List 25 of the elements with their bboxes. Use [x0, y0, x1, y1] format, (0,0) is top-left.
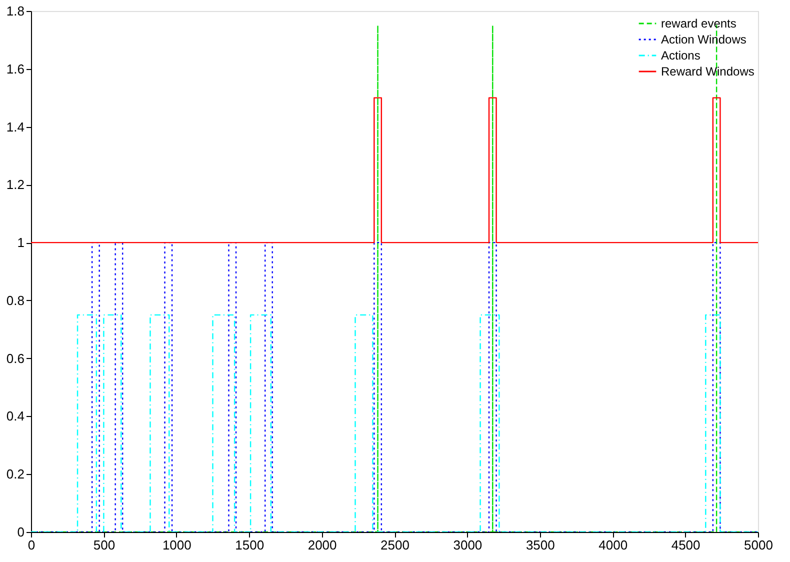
- x-tick-label: 2500: [380, 538, 410, 552]
- y-tick-label: 0.6: [6, 350, 24, 366]
- legend-label: reward events: [661, 16, 736, 30]
- x-tick-label: 3000: [453, 538, 482, 552]
- y-tick-label: 0.2: [6, 466, 24, 482]
- y-tick-label: 1.2: [6, 177, 24, 192]
- x-tick-label: 1000: [162, 538, 192, 552]
- y-tick-label: 0.4: [6, 408, 24, 424]
- y-tick-label: 1.4: [6, 119, 24, 134]
- legend-label: Reward Windows: [661, 64, 754, 78]
- y-tick-label: 1: [17, 235, 24, 250]
- x-tick-label: 1500: [235, 538, 264, 552]
- x-tick-label: 5000: [744, 538, 773, 552]
- x-tick-label: 500: [93, 538, 116, 552]
- x-tick-label: 4000: [598, 538, 628, 552]
- y-tick-label: 0: [17, 524, 24, 540]
- y-tick-label: 1.8: [6, 4, 24, 18]
- x-tick-label: 0: [28, 538, 36, 552]
- x-tick-label: 4500: [671, 538, 700, 552]
- x-tick-label: 3500: [526, 538, 555, 552]
- x-tick-label: 2000: [308, 538, 337, 552]
- y-tick-label: 0.8: [6, 292, 24, 308]
- legend-label: Actions: [661, 48, 700, 62]
- legend-label: Action Windows: [661, 32, 746, 46]
- y-tick-label: 1.6: [6, 61, 24, 76]
